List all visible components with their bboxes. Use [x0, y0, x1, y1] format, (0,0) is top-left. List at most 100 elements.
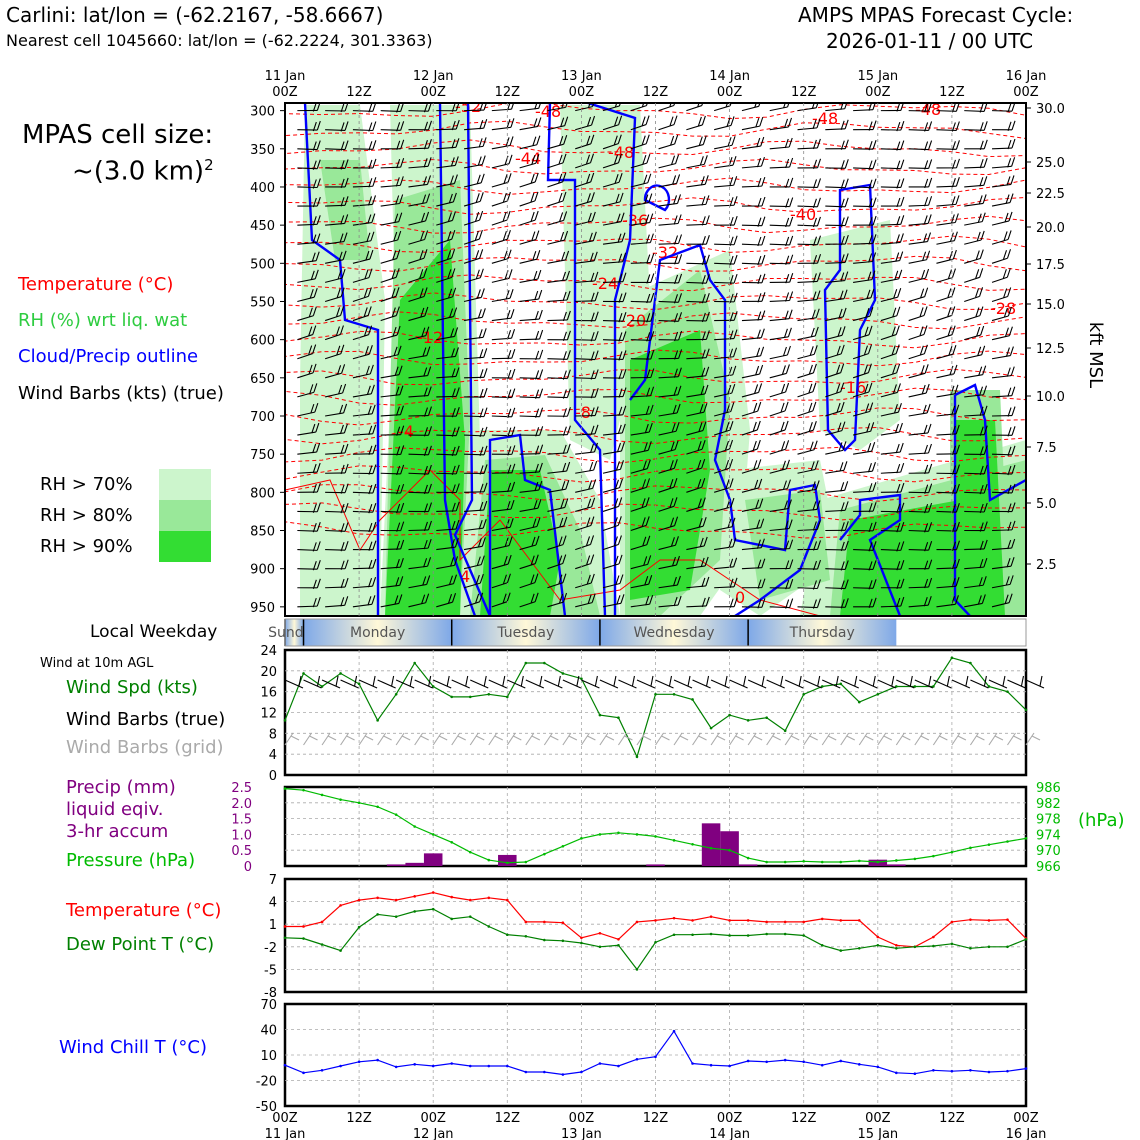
- barb-flag: [641, 116, 646, 126]
- barb-flag: [950, 214, 955, 224]
- surface-barb-grid-21: [673, 732, 683, 746]
- barb-flag: [344, 443, 349, 454]
- wind-barb-538: [797, 480, 820, 493]
- temp-contour-4: [285, 177, 1026, 196]
- barb-flag: [868, 522, 873, 533]
- barb-flag: [427, 426, 433, 436]
- barb-staff: [741, 391, 759, 398]
- wind-barb-106: [352, 177, 377, 188]
- top-date-8: 15 Jan: [857, 69, 898, 84]
- wind-barb-467: [992, 426, 1016, 437]
- dewpoint-point-20: [654, 940, 657, 944]
- barb-flag: [337, 365, 342, 375]
- temperature-point-14: [543, 920, 546, 924]
- barb-flag: [729, 458, 734, 469]
- wind-barb-405: [714, 383, 736, 398]
- wind-barb-354: [741, 346, 765, 360]
- barb-staff: [436, 128, 457, 131]
- barb-flag: [673, 497, 678, 507]
- wind-barb-201: [825, 234, 849, 246]
- barb-flag: [812, 236, 818, 246]
- wind-barb-456: [686, 421, 707, 436]
- barb-flag: [783, 328, 788, 338]
- barb-flag: [1011, 406, 1016, 416]
- wind-barb-54: [352, 140, 377, 151]
- barb-staff: [741, 355, 761, 360]
- barb-flag: [705, 330, 710, 340]
- wind-barb-369: [436, 367, 460, 379]
- barb-flag: [781, 460, 786, 471]
- barb-flag: [927, 214, 932, 224]
- barb-staff: [741, 410, 758, 417]
- wind-barb-241: [491, 269, 513, 283]
- barb-flag: [511, 103, 515, 110]
- wind-barb-504: [575, 460, 598, 474]
- barb-flag: [872, 501, 877, 512]
- pressure-point-34: [913, 857, 917, 861]
- surface-barb-true-flag-8: [446, 675, 450, 687]
- barb-flag: [532, 251, 537, 261]
- barb-flag: [344, 121, 349, 131]
- barb-staff: [908, 333, 925, 341]
- barb-flag: [928, 483, 933, 493]
- barb-flag: [872, 103, 876, 110]
- barb-flag: [369, 249, 374, 260]
- wind-barb-540: [853, 482, 877, 493]
- surface-barb-true-flag-3: [354, 675, 358, 687]
- barb-flag: [678, 273, 683, 284]
- wind-speed-point-1: [302, 672, 305, 675]
- barb-flag: [530, 555, 535, 565]
- barb-staff: [519, 525, 538, 532]
- barb-staff: [491, 181, 509, 188]
- barb-flag: [983, 557, 988, 568]
- barb-flag: [729, 478, 734, 488]
- surface-barb-true-flag-31: [872, 675, 876, 687]
- wind-barb-361: [936, 345, 957, 360]
- wind-barb-28: [352, 121, 377, 132]
- barb-staff: [547, 259, 566, 264]
- wind-barb-608: [575, 535, 595, 551]
- barb-flag: [869, 402, 874, 412]
- surface-barb-true-flag-6: [409, 675, 413, 687]
- barb-flag: [475, 269, 480, 279]
- wind-speed-point-34: [913, 685, 917, 688]
- wind-barb-166: [575, 211, 596, 226]
- wind-barb-292: [463, 308, 486, 322]
- barb-flag: [591, 593, 596, 603]
- wind-barb-344: [464, 348, 488, 360]
- barb-flag: [614, 103, 618, 108]
- barb-flag: [588, 232, 593, 243]
- barb-staff: [936, 373, 955, 379]
- wind-barb-380: [741, 364, 764, 379]
- barb-flag: [423, 121, 429, 131]
- barb-flag: [342, 250, 347, 260]
- barb-staff: [964, 295, 980, 303]
- barb-flag: [756, 157, 761, 168]
- barb-staff: [658, 182, 677, 188]
- barb-flag: [511, 445, 516, 455]
- barb-flag: [979, 503, 984, 514]
- wind-barb-626: [352, 558, 377, 570]
- barb-flag: [864, 383, 869, 394]
- barb-flag: [1005, 576, 1010, 586]
- wind-barb-158: [352, 213, 376, 226]
- wind-barb-515: [880, 462, 905, 474]
- barb-flag: [891, 326, 896, 336]
- wind-barb-87: [547, 153, 567, 169]
- wind-barb-466: [964, 425, 988, 436]
- barb-flag: [983, 157, 988, 168]
- barb-flag: [983, 521, 988, 531]
- barb-flag: [451, 484, 456, 494]
- wind-barb-378: [686, 366, 710, 379]
- wind-barb-172: [741, 216, 766, 227]
- barb-flag: [731, 383, 736, 394]
- barb-staff: [991, 315, 1009, 322]
- surface-barb-grid-11: [488, 732, 498, 746]
- windchill-point-40: [1024, 1067, 1028, 1070]
- barb-flag: [811, 103, 815, 110]
- barb-staff: [880, 372, 897, 379]
- barb-staff: [686, 448, 703, 455]
- wind-barb-228: [853, 252, 877, 264]
- barb-flag: [979, 446, 984, 456]
- barb-flag: [641, 135, 646, 145]
